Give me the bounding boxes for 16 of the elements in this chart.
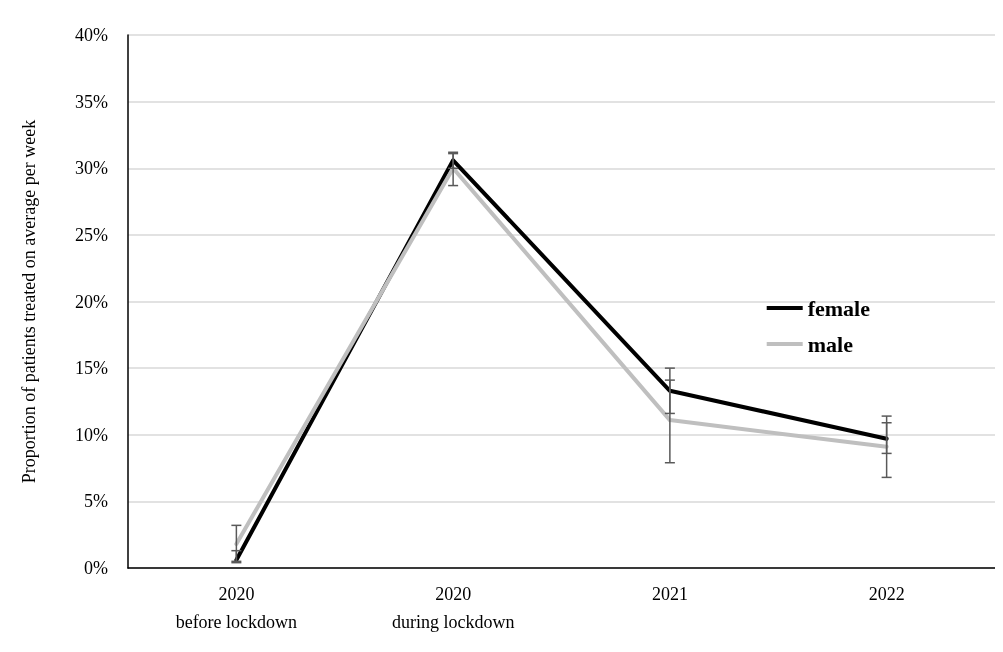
- y-tick-label: 40%: [75, 25, 108, 45]
- legend-label: male: [807, 331, 854, 357]
- y-tick-label: 0%: [84, 558, 108, 578]
- y-tick-label: 25%: [75, 224, 108, 245]
- x-tick-label: 2020 during lockdown: [391, 584, 515, 632]
- y-tick-label: 15%: [75, 358, 108, 379]
- x-tick-label: 2022: [868, 584, 905, 604]
- legend-label: female: [807, 295, 871, 321]
- y-tick-label: 30%: [75, 158, 108, 179]
- y-tick-label: 35%: [75, 91, 108, 112]
- y-tick-label: 10%: [75, 424, 108, 445]
- x-tick-label: 2020 before lockdown: [175, 584, 298, 632]
- y-tick-label: 5%: [84, 491, 108, 512]
- y-tick-label: 20%: [75, 291, 108, 312]
- x-tick-label: 2021: [651, 584, 688, 604]
- y-axis-title: Proportion of patients treated on average per week: [19, 119, 39, 484]
